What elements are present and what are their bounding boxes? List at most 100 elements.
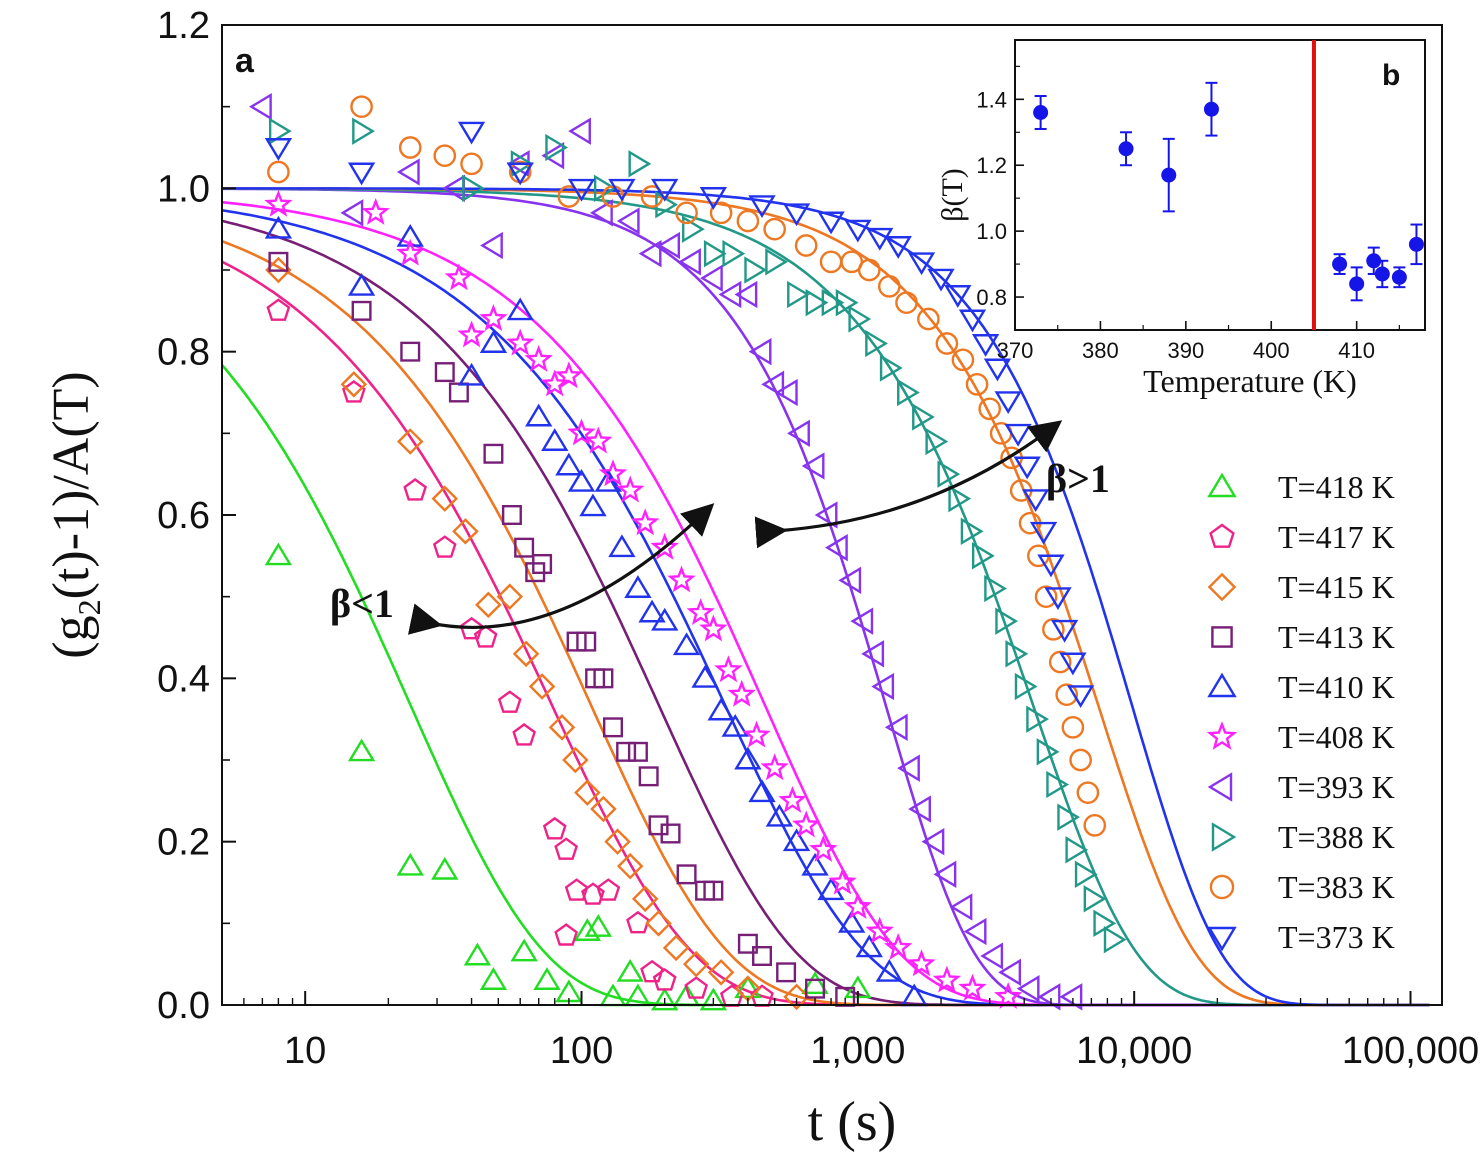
data-point-series-3-1 — [351, 300, 372, 321]
data-point-series-4-22 — [765, 803, 794, 827]
data-point-series-8-0 — [267, 160, 290, 184]
data-point-series-9-28 — [1059, 652, 1087, 676]
data-point-series-6-34 — [980, 942, 1004, 970]
y-tick-label: 0.8 — [157, 332, 210, 374]
data-point-series-9-6 — [651, 178, 679, 202]
annotation-beta-gt-1: β>1 — [1046, 456, 1110, 501]
inset-point-3 — [1203, 101, 1219, 117]
data-point-series-5-31 — [932, 965, 962, 993]
data-point-series-3-3 — [434, 362, 455, 383]
data-point-series-4-8 — [555, 452, 583, 476]
data-point-series-4-23 — [782, 828, 811, 852]
data-point-series-6-11 — [657, 231, 681, 260]
data-point-series-8-21 — [951, 348, 975, 372]
data-point-series-8-29 — [1034, 585, 1058, 608]
data-point-series-7-1 — [352, 117, 375, 145]
data-point-series-1-8 — [542, 816, 567, 840]
data-point-series-9-7 — [699, 187, 728, 210]
data-point-series-3-24 — [752, 946, 773, 967]
x-tick-label: 1,000 — [810, 1030, 905, 1072]
y-tick-label: 1.2 — [157, 5, 210, 47]
data-point-series-7-14 — [805, 288, 829, 317]
legend-label-2: T=415 K — [1278, 569, 1395, 605]
data-point-series-7-10 — [722, 239, 746, 268]
data-point-series-0-5 — [479, 967, 508, 990]
data-point-series-5-33 — [994, 981, 1023, 1009]
data-point-series-6-18 — [774, 378, 798, 407]
data-point-series-9-13 — [884, 236, 912, 259]
data-point-series-0-3 — [431, 856, 459, 880]
data-point-series-4-19 — [721, 714, 749, 737]
data-point-series-7-30 — [1014, 672, 1038, 701]
data-point-series-0-18 — [801, 971, 829, 995]
data-point-series-7-15 — [821, 288, 845, 317]
data-point-series-6-15 — [734, 280, 758, 309]
data-point-series-2-11 — [574, 779, 601, 806]
inset-x-tick-label: 380 — [1082, 338, 1119, 363]
data-point-series-7-9 — [703, 239, 727, 268]
data-point-series-5-7 — [524, 344, 553, 372]
data-point-series-8-30 — [1042, 618, 1065, 641]
data-point-series-8-32 — [1055, 683, 1079, 706]
data-point-series-1-17 — [684, 976, 709, 999]
data-point-series-8-33 — [1061, 716, 1085, 739]
data-point-series-6-0 — [249, 92, 272, 121]
data-point-series-7-11 — [744, 256, 768, 284]
data-point-series-1-15 — [640, 959, 664, 983]
data-point-series-7-2 — [462, 174, 485, 203]
data-point-series-4-17 — [691, 665, 719, 688]
y-axis-label: (g2(t)-1)/A(T) — [43, 371, 107, 658]
data-point-series-9-14 — [907, 252, 936, 276]
data-point-series-2-18 — [682, 950, 710, 978]
data-point-series-5-26 — [828, 867, 857, 895]
data-point-series-9-25 — [1037, 554, 1065, 578]
inset-point-5 — [1349, 276, 1365, 292]
inset-point-8 — [1391, 269, 1407, 285]
data-point-series-7-5 — [593, 174, 617, 203]
data-point-series-0-12 — [616, 959, 644, 982]
data-point-series-9-11 — [844, 219, 872, 243]
data-point-series-6-13 — [700, 264, 723, 292]
data-point-series-5-24 — [792, 810, 821, 838]
data-point-series-4-20 — [734, 746, 762, 770]
data-point-series-8-1 — [350, 95, 373, 118]
data-point-series-5-2 — [396, 238, 425, 266]
data-point-series-8-10 — [709, 201, 733, 225]
inset-y-tick-label: 1.4 — [976, 87, 1007, 112]
data-point-series-5-29 — [884, 932, 913, 960]
data-point-series-6-2 — [396, 158, 420, 186]
data-point-series-7-12 — [765, 248, 788, 276]
data-point-series-9-27 — [1050, 619, 1079, 643]
data-point-series-6-1 — [340, 199, 364, 227]
data-point-series-1-11 — [581, 882, 605, 905]
inset-point-4 — [1332, 256, 1348, 272]
legend-marker-6 — [1207, 772, 1233, 802]
data-point-series-8-13 — [794, 234, 818, 257]
data-point-series-5-9 — [554, 361, 584, 389]
data-point-series-1-9 — [554, 837, 579, 860]
data-point-series-8-18 — [895, 291, 918, 314]
data-point-series-6-31 — [933, 860, 957, 889]
data-point-series-6-17 — [761, 370, 785, 399]
legend-marker-8 — [1209, 874, 1235, 900]
data-point-series-2-9 — [548, 714, 576, 741]
data-point-series-1-13 — [554, 923, 579, 946]
data-point-series-2-2 — [397, 428, 424, 455]
data-point-series-7-31 — [1026, 705, 1049, 733]
data-point-series-3-4 — [448, 382, 469, 403]
data-point-series-7-13 — [787, 280, 810, 309]
data-point-series-1-16 — [652, 968, 677, 991]
data-point-series-4-0 — [264, 215, 293, 239]
main-annotations: β<1 β>1 — [330, 420, 1110, 635]
data-point-series-2-19 — [707, 959, 735, 986]
data-point-series-6-27 — [884, 713, 908, 742]
data-point-series-4-9 — [567, 469, 596, 492]
data-point-series-9-8 — [748, 195, 776, 218]
data-point-series-9-15 — [927, 268, 955, 292]
data-point-series-1-0 — [266, 298, 291, 321]
data-point-series-7-28 — [995, 607, 1019, 635]
data-point-series-4-28 — [875, 959, 904, 982]
data-point-series-6-9 — [616, 207, 640, 235]
data-point-series-6-35 — [998, 958, 1022, 987]
beta-gt-1-arrow — [754, 420, 1063, 549]
